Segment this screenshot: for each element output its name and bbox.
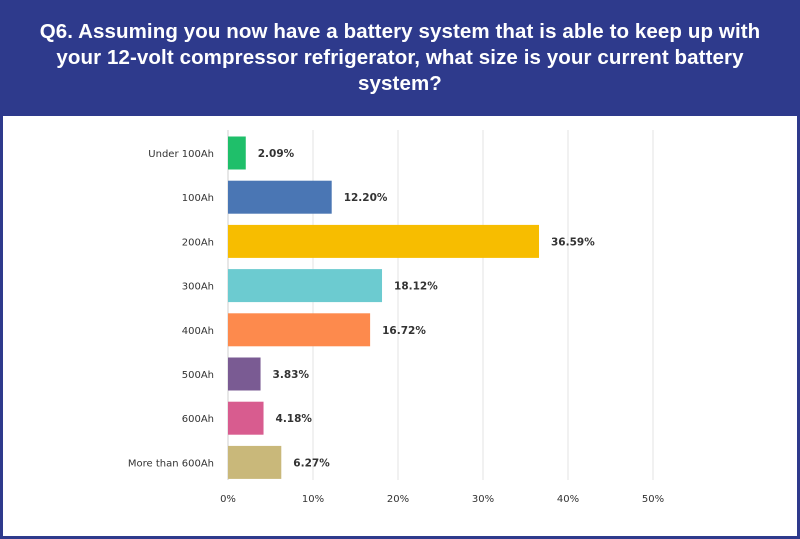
x-tick-label: 50%: [642, 494, 664, 505]
bar-200ah: [228, 224, 540, 258]
value-label: 12.20%: [344, 192, 388, 204]
chart-panel: [3, 116, 797, 536]
value-label: 4.18%: [276, 413, 313, 425]
category-label: 300Ah: [182, 282, 214, 293]
category-label: 600Ah: [182, 414, 214, 425]
header-banner: Q6. Assuming you now have a battery syst…: [0, 0, 800, 116]
value-label: 2.09%: [258, 148, 295, 160]
category-label: Under 100Ah: [148, 149, 214, 160]
value-label: 16.72%: [382, 325, 426, 337]
x-tick-label: 10%: [302, 494, 324, 505]
category-label: 500Ah: [182, 370, 214, 381]
value-label: 18.12%: [394, 281, 438, 293]
category-label: 400Ah: [182, 326, 214, 337]
x-tick-label: 30%: [472, 494, 494, 505]
bar-under-100ah: [228, 136, 246, 170]
bar-more-than-600ah: [228, 445, 282, 479]
value-label: 3.83%: [273, 369, 310, 381]
x-tick-label: 40%: [557, 494, 579, 505]
bar-300ah: [228, 269, 383, 303]
bar-400ah: [228, 313, 371, 347]
category-label: 200Ah: [182, 237, 214, 248]
bar-100ah: [228, 180, 332, 214]
category-label: More than 600Ah: [128, 458, 214, 469]
bar-600ah: [228, 401, 264, 435]
category-label: 100Ah: [182, 193, 214, 204]
x-tick-label: 0%: [220, 494, 236, 505]
bar-500ah: [228, 357, 261, 391]
chart-title: Q6. Assuming you now have a battery syst…: [39, 20, 761, 95]
value-label: 36.59%: [551, 236, 595, 248]
x-tick-label: 20%: [387, 494, 409, 505]
value-label: 6.27%: [293, 457, 330, 469]
